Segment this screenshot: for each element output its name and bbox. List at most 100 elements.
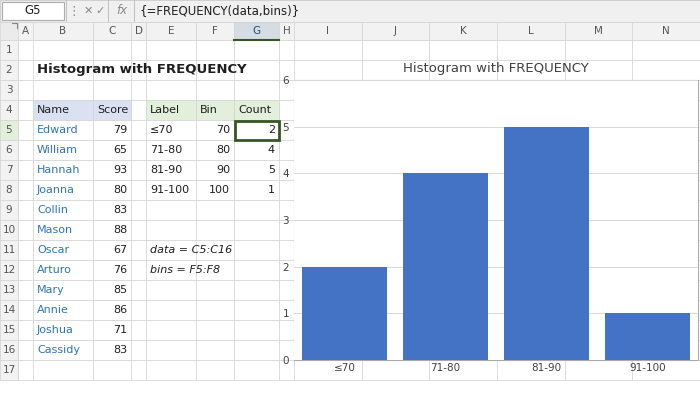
Bar xyxy=(131,220,146,240)
Text: C: C xyxy=(108,26,116,36)
Bar xyxy=(362,120,429,140)
Bar xyxy=(565,40,632,60)
Bar xyxy=(362,140,429,160)
Bar xyxy=(93,160,131,180)
Bar xyxy=(146,340,196,360)
Bar xyxy=(0,40,18,60)
Bar xyxy=(632,320,700,340)
Bar xyxy=(429,280,497,300)
Bar xyxy=(196,260,234,280)
Bar xyxy=(146,220,196,240)
Text: Oscar: Oscar xyxy=(37,245,69,255)
Bar xyxy=(33,340,93,360)
Bar xyxy=(565,80,632,100)
Bar xyxy=(234,100,279,120)
Text: ≤70: ≤70 xyxy=(150,125,174,135)
Bar xyxy=(0,40,18,60)
Bar xyxy=(294,180,362,200)
Bar xyxy=(196,40,234,60)
Bar xyxy=(565,60,632,80)
Bar xyxy=(632,240,700,260)
Bar xyxy=(294,200,362,220)
Text: I: I xyxy=(326,26,329,36)
Bar xyxy=(632,280,700,300)
Text: F: F xyxy=(212,26,218,36)
Bar xyxy=(234,320,279,340)
Bar xyxy=(362,360,429,380)
Bar xyxy=(18,80,33,100)
Bar xyxy=(93,200,131,220)
Text: 6: 6 xyxy=(6,145,13,155)
Bar xyxy=(279,180,294,200)
Bar xyxy=(294,300,362,320)
Bar xyxy=(497,240,565,260)
Bar xyxy=(18,340,33,360)
Bar xyxy=(0,360,18,380)
Bar xyxy=(33,280,93,300)
Bar xyxy=(565,180,632,200)
Text: Joshua: Joshua xyxy=(37,325,74,335)
Bar xyxy=(196,280,234,300)
Bar xyxy=(279,40,294,60)
Text: 17: 17 xyxy=(2,365,15,375)
Text: Bin: Bin xyxy=(200,105,218,115)
Bar xyxy=(93,120,131,140)
Bar xyxy=(146,180,196,200)
Text: Joanna: Joanna xyxy=(37,185,75,195)
Bar xyxy=(0,300,18,320)
Bar xyxy=(565,160,632,180)
Bar xyxy=(131,40,146,60)
Bar xyxy=(362,220,429,240)
Bar xyxy=(497,340,565,360)
Bar xyxy=(33,40,93,60)
Bar xyxy=(234,140,279,160)
Bar xyxy=(402,173,489,360)
Bar xyxy=(0,120,18,140)
Text: data = C5:C16: data = C5:C16 xyxy=(150,245,232,255)
Text: ⋮: ⋮ xyxy=(68,4,80,18)
Bar xyxy=(33,260,93,280)
Bar xyxy=(33,180,93,200)
Bar xyxy=(33,100,93,120)
Bar xyxy=(234,160,279,180)
Bar xyxy=(33,320,93,340)
Bar xyxy=(497,320,565,340)
Bar xyxy=(234,200,279,220)
Text: Mary: Mary xyxy=(37,285,64,295)
Bar xyxy=(294,22,362,40)
Bar xyxy=(93,340,131,360)
Bar xyxy=(18,240,33,260)
Bar xyxy=(196,240,234,260)
Bar xyxy=(294,140,362,160)
Bar xyxy=(196,100,234,120)
Bar xyxy=(234,120,279,140)
Bar xyxy=(497,60,565,80)
Bar xyxy=(0,340,18,360)
Text: 2: 2 xyxy=(268,125,275,135)
Text: Annie: Annie xyxy=(37,305,69,315)
Bar xyxy=(279,220,294,240)
Bar xyxy=(146,22,196,40)
Text: H: H xyxy=(283,26,290,36)
Bar xyxy=(0,260,18,280)
Text: Count: Count xyxy=(238,105,271,115)
Text: Cassidy: Cassidy xyxy=(37,345,80,355)
Bar xyxy=(234,360,279,380)
Bar xyxy=(93,180,131,200)
Bar xyxy=(93,280,131,300)
Bar xyxy=(131,60,146,80)
Bar xyxy=(131,320,146,340)
Text: 85: 85 xyxy=(113,285,127,295)
Bar xyxy=(279,320,294,340)
Text: 1: 1 xyxy=(6,45,13,55)
Bar xyxy=(294,60,362,80)
Bar xyxy=(429,160,497,180)
Text: 81-90: 81-90 xyxy=(150,165,182,175)
Bar xyxy=(497,40,565,60)
Bar xyxy=(497,22,565,40)
Bar xyxy=(93,140,131,160)
Bar xyxy=(565,260,632,280)
Bar xyxy=(429,240,497,260)
Bar xyxy=(146,180,196,200)
Text: L: L xyxy=(528,26,533,36)
